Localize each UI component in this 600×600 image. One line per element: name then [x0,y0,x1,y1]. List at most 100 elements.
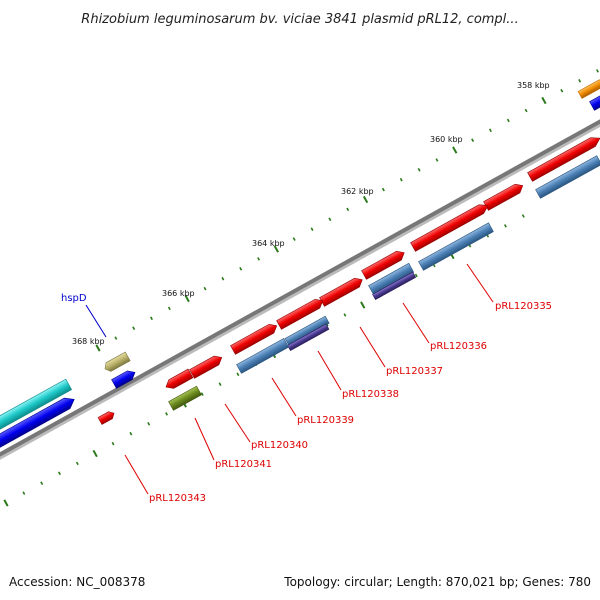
genes [0,77,600,451]
gene-blue-358[interactable] [589,93,600,111]
outer-tick [362,195,369,204]
gene-labels: hspD pRL120335 pRL120336 pRL120337 pRL12… [61,293,552,504]
tick-labels: 358 kbp 360 kbp 362 kbp 364 kbp 366 kbp … [72,81,550,346]
outer-tick [310,227,314,231]
inner-tick [22,491,26,495]
inner-tick [521,214,525,218]
leader-pRL120339 [271,377,297,417]
gene-red-pRL120336[interactable] [410,201,491,252]
outer-tick [578,79,582,83]
outer-tick [399,177,403,182]
outer-tick [150,316,153,321]
gene-purple-pRL120336[interactable] [372,271,417,301]
outer-tick [257,257,261,261]
gene-red-pRL120340[interactable] [230,321,280,355]
leader-pRL120343 [124,454,149,495]
gene-label-pRL120337[interactable]: pRL120337 [386,366,443,377]
inner-tick [236,372,240,377]
outer-tick [114,336,118,340]
gene-label-pRL120339[interactable]: pRL120339 [297,415,354,426]
gene-red-pRL120339[interactable] [276,296,326,330]
gene-red-pRL120335[interactable] [483,181,526,211]
tick-label-358: 358 kbp [517,81,550,90]
gene-red-top-1[interactable] [527,134,600,182]
gene-olive[interactable] [168,385,202,411]
gene-label-hspD[interactable]: hspD [61,293,87,304]
outer-tick [524,108,528,113]
tick-label-360: 360 kbp [430,135,463,144]
backbone [0,119,600,460]
backbone-line [0,119,600,457]
outer-tick [167,306,171,311]
tick-label-366: 366 kbp [162,289,195,298]
inner-tick [165,412,169,416]
inner-tick [200,392,204,396]
gene-blue-hspD[interactable] [111,368,138,389]
tick-label-368: 368 kbp [72,337,105,346]
outer-tick [381,187,385,192]
gene-label-pRL120343[interactable]: pRL120343 [149,493,206,504]
outer-tick [239,267,243,271]
gene-red-small[interactable] [97,410,116,425]
outer-tick [435,158,439,162]
map-title: Rhizobium leguminosarum bv. viciae 3841 … [81,12,518,27]
outer-tick [452,146,458,154]
gene-orange-358[interactable] [577,77,600,99]
outer-tick [221,276,225,281]
gene-red-pRL120338[interactable] [319,275,365,307]
outer-tick [506,118,510,123]
gene-steel-pRL120338[interactable] [284,315,330,346]
inner-tick [92,449,98,458]
gene-red-pRL120337[interactable] [361,248,407,280]
gene-label-pRL120340[interactable]: pRL120340 [251,440,308,451]
tick-marks [3,69,599,507]
leader-pRL120337 [359,326,386,368]
gene-red-pRL120341[interactable] [189,353,225,379]
accession-text: Accession: NC_008378 [9,575,145,589]
inner-tick [503,224,507,228]
gene-steel-pRL120339[interactable] [236,338,290,374]
leader-pRL120338 [317,350,342,391]
outer-tick [541,96,547,105]
inner-tick [111,441,115,446]
gene-steel-top-1[interactable] [535,155,600,199]
inner-tick [58,471,61,476]
inner-tick [343,313,347,317]
outer-tick [132,326,136,330]
gene-label-pRL120336[interactable]: pRL120336 [430,341,487,352]
inner-tick [218,382,222,386]
inner-tick [129,431,133,436]
label-leaders [85,263,494,495]
gene-label-pRL120335[interactable]: pRL120335 [495,301,552,312]
outer-tick [560,88,564,93]
gene-label-pRL120338[interactable]: pRL120338 [342,389,399,400]
outer-tick [346,207,350,212]
outer-tick [328,217,332,222]
gene-red-pRL120343-a[interactable] [164,368,194,391]
inner-tick [75,461,79,466]
tick-label-364: 364 kbp [252,239,285,248]
leader-pRL120336 [402,302,430,344]
outer-tick [273,245,279,253]
outer-tick [471,138,475,142]
leader-pRL120340 [224,403,251,443]
leader-hspD [85,304,107,338]
gene-blue-large[interactable] [0,394,77,451]
gene-label-pRL120341[interactable]: pRL120341 [215,459,272,470]
inner-tick [40,481,44,485]
tick-label-362: 362 kbp [341,187,374,196]
gene-steel-pRL120336[interactable] [368,262,415,295]
gene-steel-pRL120335[interactable] [418,222,494,271]
leader-pRL120341 [194,417,215,461]
gene-khaki-hspD[interactable] [103,351,131,373]
gene-cyan[interactable] [0,378,73,434]
inner-tick [3,499,9,507]
gene-purple-pRL120338[interactable] [287,323,330,352]
inner-tick [360,301,366,309]
genome-summary-text: Topology: circular; Length: 870,021 bp; … [283,575,591,589]
outer-tick [595,69,599,73]
outer-tick [417,168,421,172]
inner-tick [414,273,418,278]
outer-tick [488,128,492,133]
